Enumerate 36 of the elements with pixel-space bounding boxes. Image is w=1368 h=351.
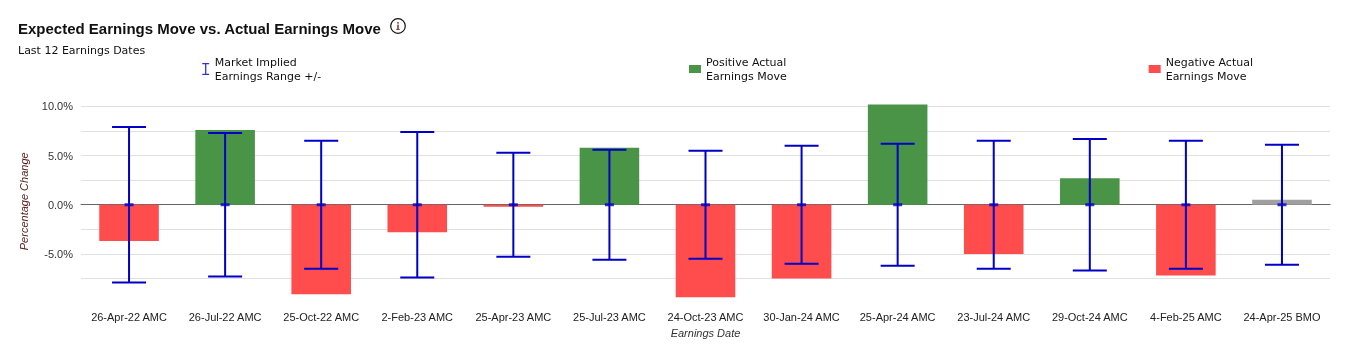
bar [963,204,1024,254]
x-tick-label: 29-Oct-24 AMC [1051,310,1128,323]
x-tick-label: 24-Apr-25 BMO [1243,310,1321,323]
x-axis-title: Earnings Date [670,326,741,339]
y-tick-label: 0.0% [47,198,74,211]
bar [771,204,832,279]
y-tick-label: -5.0% [44,247,74,260]
bar [1156,204,1216,276]
x-tick-label: 30-Jan-24 AMC [763,310,840,323]
x-tick-label: 26-Apr-22 AMC [91,310,167,323]
x-tick-label: 25-Apr-24 AMC [859,310,936,323]
x-tick-label: 25-Apr-23 AMC [475,310,552,323]
x-tick-label: 25-Oct-22 AMC [283,310,360,323]
legend-label: Positive Actual Earnings Move [706,55,787,83]
bar [99,204,159,242]
x-tick-label: 4-Feb-25 AMC [1150,310,1222,323]
y-tick-label: 5.0% [47,149,74,162]
bar [1060,178,1120,205]
bar [579,147,640,205]
chart-subtitle: Last 12 Earnings Dates [18,44,146,57]
bar [195,130,255,205]
y-tick-label: 10.0% [41,100,74,113]
x-tick-label: 26-Jul-22 AMC [188,310,262,323]
bar [867,104,928,205]
bar [1252,199,1312,205]
bar [387,204,448,233]
x-tick-label: 2-Feb-23 AMC [381,310,454,323]
x-tick-label: 24-Oct-23 AMC [667,310,744,323]
chart-title: Expected Earnings Move vs. Actual Earnings Move [18,20,381,37]
x-tick-label: 23-Jul-24 AMC [957,310,1031,323]
y-axis-title: Percentage Change [17,152,30,251]
legend-label: Market Implied Earnings Range +/- [214,55,322,83]
x-tick-label: 25-Jul-23 AMC [573,310,646,323]
bar [675,204,736,298]
legend-label: Negative Actual Earnings Move [1165,55,1254,83]
bar [291,204,351,295]
